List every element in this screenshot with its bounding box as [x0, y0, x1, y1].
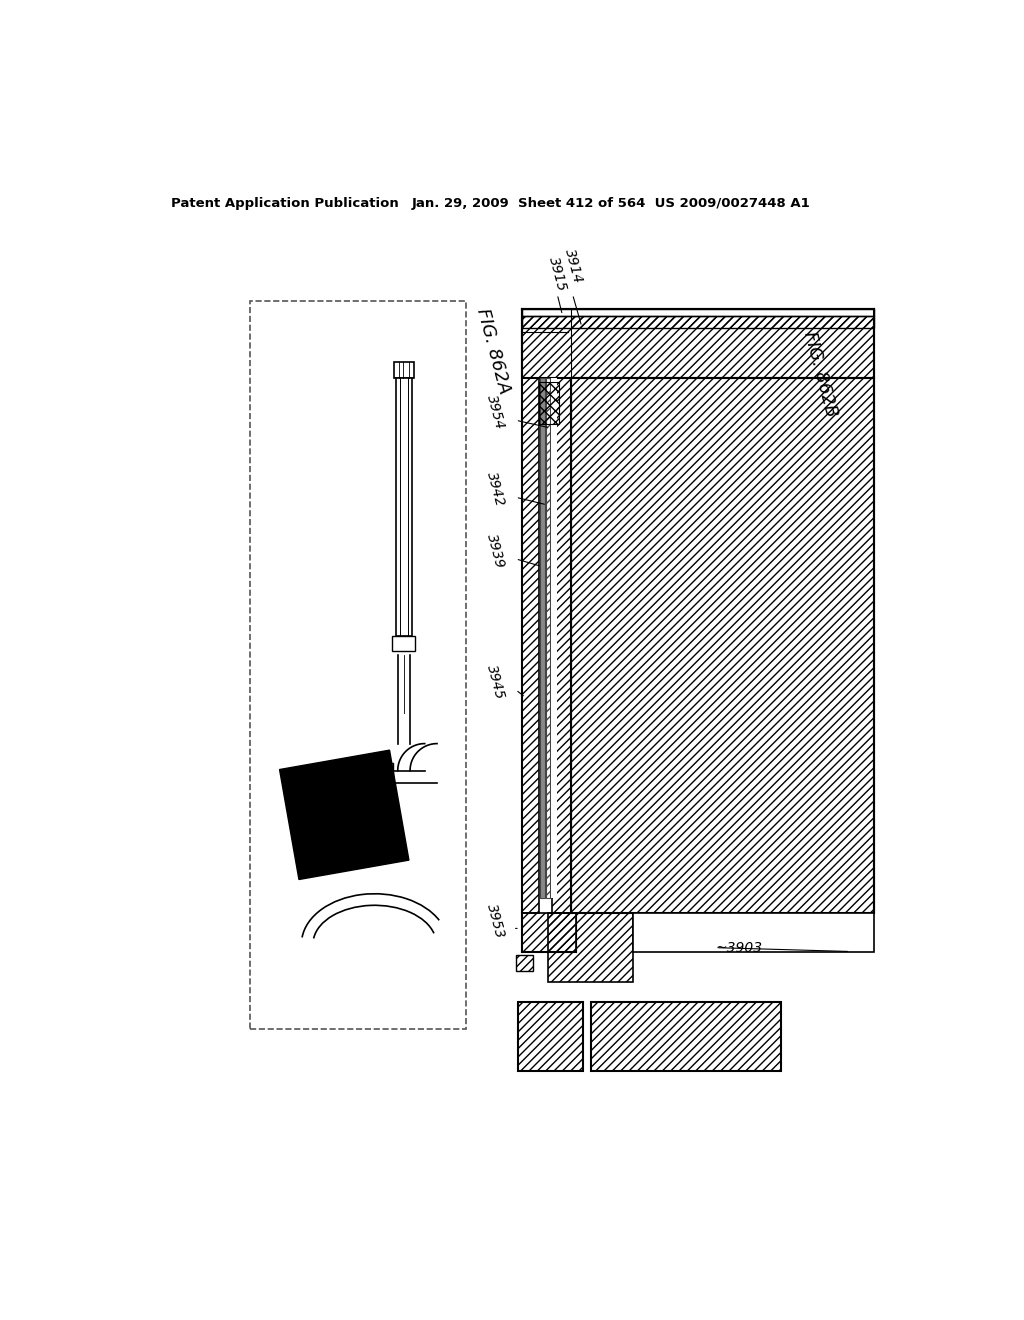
Bar	[591, 1002, 781, 1071]
Bar	[521, 378, 539, 913]
Text: FIG. 862B: FIG. 862B	[801, 329, 841, 418]
Text: 3953: 3953	[483, 902, 506, 940]
Text: 3945: 3945	[483, 663, 506, 701]
Bar	[571, 378, 873, 913]
Bar	[575, 921, 617, 974]
Bar	[539, 381, 559, 424]
Text: Patent Application Publication: Patent Application Publication	[171, 197, 398, 210]
Bar	[250, 301, 466, 1028]
Bar	[552, 378, 571, 913]
Text: 3939: 3939	[483, 532, 506, 570]
Bar	[396, 378, 412, 636]
Bar	[548, 913, 633, 982]
Bar	[518, 1002, 584, 1071]
Bar	[515, 956, 534, 970]
Bar	[521, 309, 873, 317]
Bar	[633, 913, 873, 952]
Text: ~3903: ~3903	[716, 941, 763, 954]
Text: 3956: 3956	[309, 771, 332, 809]
Bar	[551, 378, 557, 898]
Text: 3914: 3914	[562, 248, 585, 285]
Bar	[541, 378, 545, 898]
Bar	[521, 317, 873, 327]
Bar	[546, 378, 550, 898]
Text: 3942: 3942	[483, 470, 506, 508]
Text: 3954: 3954	[483, 393, 506, 432]
Polygon shape	[280, 750, 409, 879]
Text: 3915: 3915	[547, 255, 569, 293]
Bar	[521, 309, 873, 378]
Bar	[394, 363, 414, 378]
Text: Jan. 29, 2009  Sheet 412 of 564  US 2009/0027448 A1: Jan. 29, 2009 Sheet 412 of 564 US 2009/0…	[412, 197, 810, 210]
Bar	[392, 636, 416, 651]
Bar	[521, 913, 575, 952]
Text: FIG. 862A: FIG. 862A	[473, 306, 513, 396]
